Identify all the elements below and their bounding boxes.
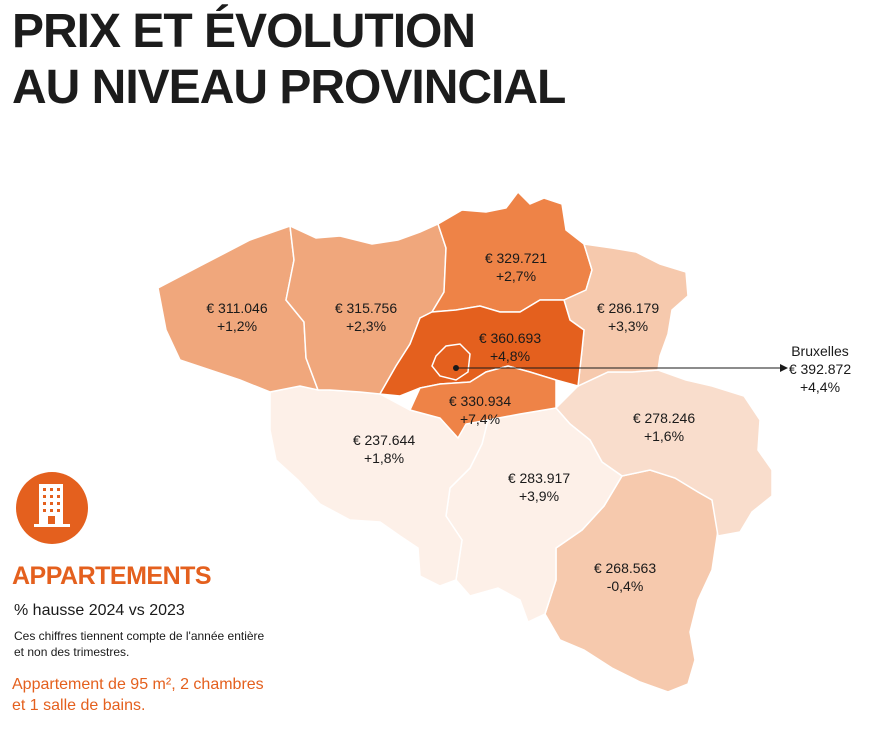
page-title: PRIX ET ÉVOLUTION AU NIVEAU PROVINCIAL — [12, 4, 566, 116]
legend-desc-line-2: et 1 salle de bains. — [12, 697, 146, 714]
legend-heading: APPARTEMENTS — [12, 562, 212, 590]
province-hainaut — [269, 385, 490, 587]
brussels-price: € 392.872 — [788, 361, 852, 377]
brussels-label: Bruxelles € 392.872 +4,4% — [780, 342, 860, 396]
label-west-flanders-change: +1,2% — [217, 318, 257, 334]
label-flemish-brabant-change: +4,8% — [490, 348, 530, 364]
label-hainaut-change: +1,8% — [364, 450, 404, 466]
label-east-flanders-price: € 315.756 — [335, 300, 397, 316]
brussels-dot — [453, 365, 459, 371]
legend-description: Appartement de 95 m², 2 chambres et 1 sa… — [12, 674, 332, 716]
label-antwerp-change: +2,7% — [496, 268, 536, 284]
label-liege-price: € 278.246 — [633, 410, 695, 426]
label-hainaut-price: € 237.644 — [353, 432, 415, 448]
label-namur-change: +3,9% — [519, 488, 559, 504]
label-flemish-brabant-price: € 360.693 — [479, 330, 541, 346]
label-walloon-brabant-price: € 330.934 — [449, 393, 511, 409]
province-walloon-brabant — [408, 365, 557, 440]
legend-note-line-1: Ces chiffres tiennent compte de l'année … — [14, 629, 265, 643]
label-walloon-brabant-change: +7,4% — [460, 411, 500, 427]
label-luxembourg-price: € 268.563 — [594, 560, 656, 576]
label-liege-change: +1,6% — [644, 428, 684, 444]
legend-note: Ces chiffres tiennent compte de l'année … — [14, 628, 334, 660]
label-limburg-change: +3,3% — [608, 318, 648, 334]
legend-note-line-2: et non des trimestres. — [14, 645, 130, 659]
label-east-flanders-change: +2,3% — [346, 318, 386, 334]
arrowhead-icon — [780, 364, 788, 372]
apartment-building-icon — [16, 472, 88, 544]
legend-subtitle: % hausse 2024 vs 2023 — [14, 602, 185, 619]
label-limburg-price: € 286.179 — [597, 300, 659, 316]
label-west-flanders-price: € 311.046 — [206, 300, 267, 316]
label-antwerp-price: € 329.721 — [485, 250, 547, 266]
brussels-change: +4,4% — [799, 379, 841, 395]
province-flemish-brabant — [378, 299, 585, 397]
title-line-1: PRIX ET ÉVOLUTION — [12, 5, 476, 58]
title-line-2: AU NIVEAU PROVINCIAL — [12, 61, 566, 114]
brussels-name: Bruxelles — [791, 343, 849, 359]
legend-desc-line-1: Appartement de 95 m², 2 chambres — [12, 676, 264, 693]
label-luxembourg-change: -0,4% — [607, 578, 644, 594]
region-brussels — [431, 343, 471, 381]
label-namur-price: € 283.917 — [508, 470, 570, 486]
